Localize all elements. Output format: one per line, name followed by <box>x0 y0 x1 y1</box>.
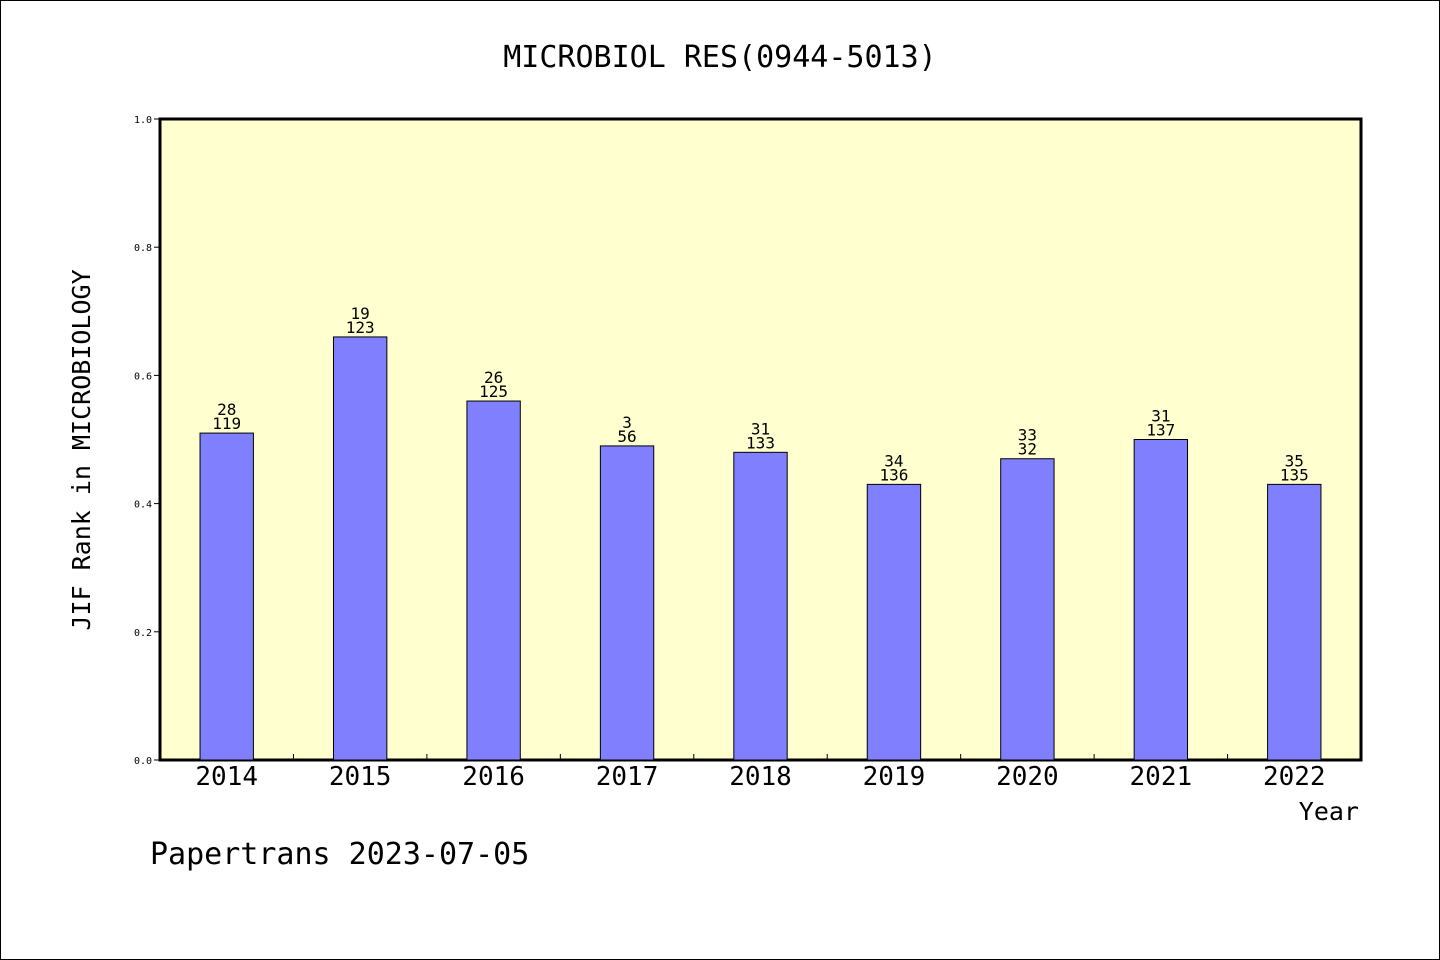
bar-total-label: 135 <box>1280 465 1309 484</box>
bar-rank-label: 31 <box>751 419 770 438</box>
x-tick-label: 2021 <box>1130 762 1193 792</box>
bar-series <box>199 336 1322 761</box>
chart-title: MICROBIOL RES(0944-5013) <box>503 40 936 75</box>
x-tick-label: 2016 <box>462 762 525 792</box>
bar-rank-label: 31 <box>1151 407 1170 426</box>
bar-total-label: 119 <box>212 414 241 433</box>
x-tick-label: 2019 <box>863 762 926 792</box>
y-tick-label: 0.4 <box>134 500 152 511</box>
bar-total-label: 123 <box>346 318 375 337</box>
bar-2015 <box>332 336 388 761</box>
bar-total-label: 137 <box>1146 421 1175 440</box>
bar-2016 <box>466 400 521 761</box>
bar-total-label: 32 <box>1018 440 1037 459</box>
x-axis-label: Year <box>1299 797 1359 826</box>
x-axis: 2014 2015 2016 2017 2018 2019 2020 2021 2022 <box>195 754 1326 792</box>
bar-2021 <box>1133 439 1189 761</box>
bar-2022 <box>1267 483 1322 761</box>
y-tick-label: 0.2 <box>134 628 152 639</box>
y-tick-label: 1.0 <box>134 115 152 126</box>
bar-rank-label: 26 <box>484 368 503 387</box>
bar-rank-label: 34 <box>884 451 903 470</box>
bar-rank-label: 3 <box>622 413 632 432</box>
bar-2014 <box>199 432 254 761</box>
bar-2019 <box>866 483 922 761</box>
bar-total-label: 136 <box>879 465 908 484</box>
footer-credit: Papertrans 2023-07-05 <box>150 837 529 872</box>
x-tick-label: 2018 <box>729 762 792 792</box>
x-tick-label: 2022 <box>1263 762 1326 792</box>
bar-total-label: 125 <box>479 382 508 401</box>
x-tick-label: 2020 <box>996 762 1059 792</box>
bar-2018 <box>733 451 788 761</box>
bar-total-label: 56 <box>617 427 636 446</box>
x-tick-label: 2014 <box>195 762 258 792</box>
bar-2020 <box>1000 458 1055 761</box>
y-axis-label: JIF Rank in MICROBIOLOGY <box>67 269 96 630</box>
y-axis: 0.0 0.2 0.4 0.6 0.8 1.0 <box>134 115 160 767</box>
bar-rank-label: 33 <box>1018 426 1037 445</box>
bar-2017 <box>599 445 655 761</box>
y-tick-label: 0.0 <box>134 756 152 767</box>
x-tick-label: 2017 <box>596 762 659 792</box>
bar-rank-label: 35 <box>1285 451 1304 470</box>
bar-rank-label: 28 <box>217 400 236 419</box>
bar-rank-label: 19 <box>351 304 370 323</box>
y-tick-label: 0.8 <box>134 243 152 254</box>
x-tick-label: 2015 <box>329 762 392 792</box>
y-tick-label: 0.6 <box>134 371 152 382</box>
bar-total-label: 133 <box>746 433 775 452</box>
